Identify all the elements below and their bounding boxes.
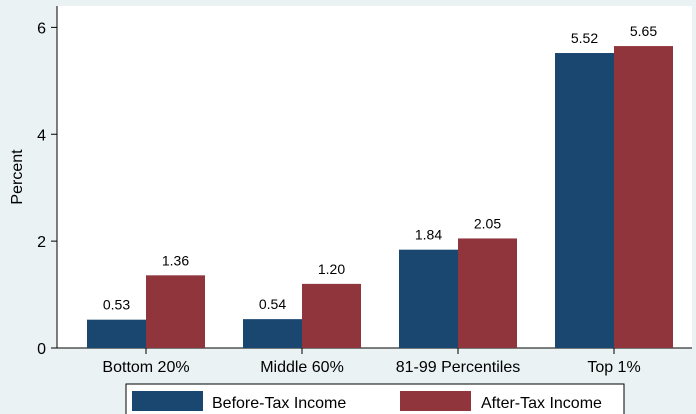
bar-value-label: 0.54: [259, 296, 286, 312]
bar-value-label: 0.53: [103, 297, 130, 313]
y-tick-label: 2: [37, 234, 46, 251]
bar: [87, 319, 146, 348]
bar: [243, 319, 302, 348]
legend: Before-Tax Income After-Tax Income: [125, 383, 625, 414]
legend-swatch: [132, 391, 203, 411]
bar-value-label: 1.20: [318, 261, 345, 277]
x-tick-label: Top 1%: [587, 359, 640, 376]
bar: [555, 53, 614, 349]
bar: [614, 46, 673, 348]
legend-label: After-Tax Income: [481, 395, 602, 412]
bar-value-label: 5.65: [630, 23, 657, 39]
legend-swatch: [400, 391, 471, 411]
bar: [458, 238, 517, 348]
bar: [399, 249, 458, 348]
bar-value-label: 1.84: [415, 227, 442, 243]
x-tick-label: Bottom 20%: [102, 359, 189, 376]
y-axis: 0 2 4 6: [37, 6, 58, 358]
bar-value-label: 1.36: [162, 252, 189, 268]
bar-value-label: 5.52: [571, 30, 598, 46]
bars: [87, 46, 673, 349]
legend-box: [125, 383, 625, 414]
data-labels: 0.53 0.54 1.84 5.52 1.36 1.20 2.05 5.65: [103, 23, 657, 313]
x-axis: Bottom 20% Middle 60% 81-99 Percentiles Top…: [57, 347, 692, 376]
x-tick-label: 81-99 Percentiles: [396, 359, 521, 376]
bar-value-label: 2.05: [474, 215, 501, 231]
y-axis-label: Percent: [9, 149, 26, 205]
y-tick-label: 0: [37, 341, 46, 358]
bar: [146, 275, 205, 348]
x-tick-label: Middle 60%: [260, 359, 344, 376]
y-tick-label: 6: [37, 20, 46, 37]
y-tick-label: 4: [37, 127, 46, 144]
bar: [302, 283, 361, 348]
legend-label: Before-Tax Income: [212, 395, 346, 412]
